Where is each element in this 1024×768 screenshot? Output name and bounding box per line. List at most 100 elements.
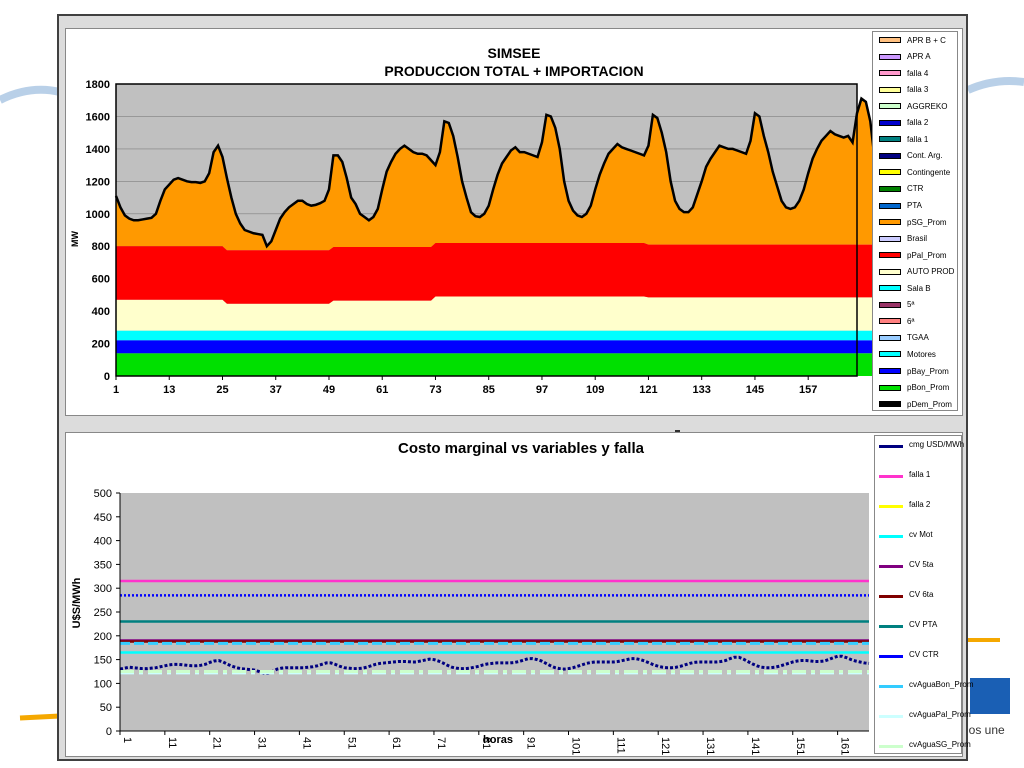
y-tick-label: 250 <box>94 607 112 619</box>
legend-line <box>879 595 903 598</box>
legend-label: Contingente <box>907 167 951 177</box>
legend-swatch <box>879 37 901 43</box>
production-chart-subtitle: PRODUCCION TOTAL + IMPORTACION <box>384 63 643 79</box>
y-tick-label: 500 <box>94 488 112 500</box>
legend-label: TGAA <box>907 333 929 343</box>
legend-swatch <box>879 351 901 358</box>
legend-item: pDem_Prom <box>873 397 952 411</box>
legend-item: CV 6ta <box>875 590 965 604</box>
legend-swatch <box>879 219 901 226</box>
legend-item: cvAguaPal_Prom <box>875 710 971 724</box>
legend-line <box>879 505 903 508</box>
legend-swatch <box>879 268 901 275</box>
x-tick-label: 13 <box>163 384 175 396</box>
legend-swatch <box>879 252 901 259</box>
legend-label: 5ª <box>907 300 915 310</box>
legend-label: Sala B <box>907 283 931 293</box>
legend-item: Motores <box>873 347 936 361</box>
x-tick-label: 111 <box>614 737 626 754</box>
legend-label: falla 1 <box>909 470 931 479</box>
legend-line <box>879 745 903 748</box>
legend-item: falla 3 <box>873 83 928 97</box>
legend-swatch <box>879 318 901 325</box>
legend-label: cvAguaSG_Prom <box>909 740 971 749</box>
legend-item: falla 2 <box>875 500 965 514</box>
legend-line <box>879 685 903 688</box>
legend-label: CV 5ta <box>909 560 934 569</box>
y-tick-label: 400 <box>92 306 110 318</box>
y-tick-label: 100 <box>94 678 112 690</box>
y-tick-label: 1800 <box>86 79 110 91</box>
x-tick-label: 61 <box>390 737 402 749</box>
legend-swatch <box>879 53 901 60</box>
y-tick-label: 800 <box>92 241 110 253</box>
x-tick-label: 91 <box>525 737 537 749</box>
x-tick-label: 151 <box>794 737 806 755</box>
legend-item: falla 1 <box>875 470 965 484</box>
x-tick-label: 109 <box>586 384 604 396</box>
x-tick-label: 141 <box>749 737 761 755</box>
logo-icon <box>970 678 1010 714</box>
legend-item: pPal_Prom <box>873 248 947 262</box>
x-tick-label: 51 <box>345 737 357 749</box>
plot-background <box>120 493 869 731</box>
legend-label: falla 1 <box>907 134 929 144</box>
y-tick-label: 150 <box>94 655 112 667</box>
legend-swatch <box>879 368 901 374</box>
legend-item: APR A <box>873 50 931 64</box>
marginal-cost-chart-title: Costo marginal vs variables y falla <box>398 440 645 457</box>
legend-label: pBon_Prom <box>907 383 950 393</box>
legend-item: falla 4 <box>873 66 928 80</box>
x-tick-label: 61 <box>376 384 388 396</box>
y-tick-label: 300 <box>94 583 112 595</box>
x-tick-label: 101 <box>570 737 582 755</box>
x-tick-label: 11 <box>166 737 178 748</box>
series-cmg-USD-MWh <box>119 654 870 675</box>
legend-label: CTR <box>907 184 924 194</box>
legend-label: Cont. Arg. <box>907 151 943 161</box>
production-chart: SIMSEE PRODUCCION TOTAL + IMPORTACION MW… <box>70 45 872 396</box>
legend-line <box>879 625 903 628</box>
legend-swatch <box>879 86 901 93</box>
y-tick-label: 200 <box>92 339 110 351</box>
legend-line <box>879 565 903 568</box>
plot-border <box>115 83 858 377</box>
legend-item: PTA <box>873 199 922 213</box>
slide-frame: SIMSEE PRODUCCION TOTAL + IMPORTACION MW… <box>57 14 973 761</box>
legend-label: pBay_Prom <box>907 366 949 376</box>
legend-item: CTR <box>873 182 923 196</box>
legend-swatch <box>879 401 901 408</box>
y-tick-label: 1200 <box>86 176 110 188</box>
legend-item: AGGREKO <box>873 99 947 113</box>
x-tick-label: 121 <box>639 384 657 396</box>
legend-line <box>879 655 903 658</box>
legend-item: Contingente <box>873 165 950 179</box>
legend-label: APR A <box>907 52 931 62</box>
legend-item: CV PTA <box>875 620 965 634</box>
x-tick-label: 97 <box>536 384 548 396</box>
legend-swatch <box>879 334 901 341</box>
y-tick-label: 450 <box>94 512 112 524</box>
legend-item: pSG_Prom <box>873 215 947 229</box>
legend-label: AUTO PROD <box>907 267 955 277</box>
y-tick-label: 0 <box>104 371 110 383</box>
legend-item: APR B + C <box>873 33 946 47</box>
y-tick-label: 50 <box>100 702 112 714</box>
area-pPal_Prom <box>116 242 872 304</box>
legend-label: PTA <box>907 201 922 210</box>
legend-label: 6ª <box>907 316 915 326</box>
legend-label: Motores <box>907 349 936 359</box>
x-tick-label: 145 <box>746 384 764 396</box>
legend-line <box>879 445 903 448</box>
legend-label: falla 2 <box>909 500 931 509</box>
y-tick-label: 600 <box>92 274 110 286</box>
legend-label: APR B + C <box>907 35 946 45</box>
legend-item: falla 2 <box>873 116 928 130</box>
legend-label: Brasil <box>907 234 928 244</box>
x-tick-label: 161 <box>839 737 851 755</box>
legend-item: cvAguaSG_Prom <box>875 740 971 754</box>
marginal-cost-chart-area: Costo marginal vs variables y falla U$S/… <box>65 432 973 757</box>
x-tick-label: 1 <box>113 384 119 396</box>
logo-text: nos une <box>962 723 1005 737</box>
